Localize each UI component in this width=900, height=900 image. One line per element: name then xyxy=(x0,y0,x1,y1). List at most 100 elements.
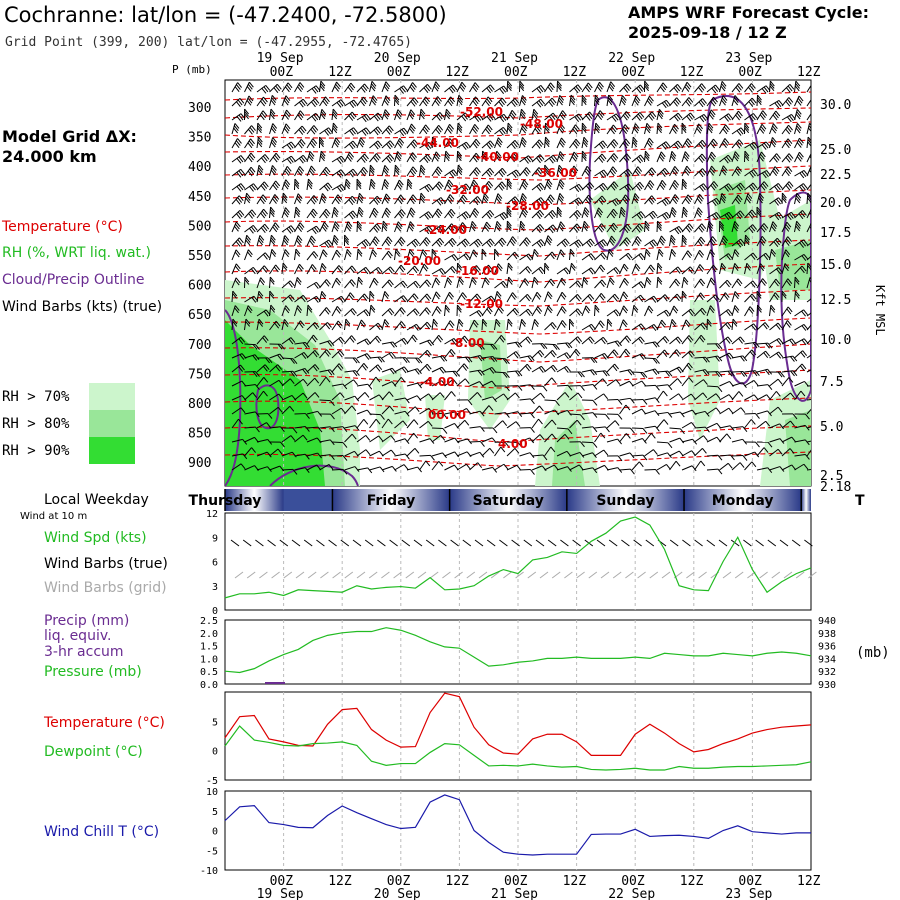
barb-flag xyxy=(620,206,626,213)
wind-barb-grid xyxy=(551,571,561,579)
wind-barb xyxy=(781,320,788,331)
wind-barb xyxy=(744,394,755,401)
barb-flag xyxy=(557,169,563,176)
barb-flag xyxy=(576,114,582,121)
barb-flag xyxy=(591,324,596,330)
barb-flag xyxy=(266,422,271,428)
barb-flag xyxy=(624,239,630,245)
barb-flag xyxy=(386,157,391,164)
wind-barb xyxy=(406,238,416,247)
wind-barb xyxy=(531,249,535,261)
wind-barb xyxy=(594,195,603,205)
barb-flag xyxy=(448,126,453,132)
wind-barb xyxy=(681,350,691,359)
barb-flag xyxy=(698,157,704,163)
wind-barb xyxy=(456,112,466,121)
barb-flag xyxy=(550,82,555,89)
wind-barb xyxy=(494,181,503,191)
barb-flag xyxy=(423,126,429,133)
barb-flag xyxy=(523,280,529,286)
barb-flag xyxy=(541,465,547,472)
barb-flag xyxy=(449,291,454,298)
barb-flag xyxy=(559,153,564,160)
barb-flag xyxy=(562,110,567,116)
barb-flag xyxy=(677,378,682,384)
y-tick: -5 xyxy=(206,846,218,857)
wind-barb xyxy=(669,166,676,177)
barb-flag xyxy=(252,344,258,350)
barb-flag xyxy=(486,143,492,150)
barb-flag xyxy=(486,87,492,94)
wind-barb xyxy=(569,348,577,359)
wind-barb xyxy=(644,433,652,443)
barb-flag xyxy=(238,338,244,345)
wind-barb xyxy=(631,454,644,457)
barb-flag xyxy=(796,192,802,199)
barb-flag xyxy=(290,225,296,231)
barb-flag xyxy=(270,99,276,106)
barb-flag xyxy=(526,167,531,173)
wind-barb xyxy=(519,278,526,289)
barb-flag xyxy=(274,322,280,329)
barb-flag xyxy=(660,171,666,177)
barb-flag xyxy=(264,252,270,259)
wind-barb xyxy=(494,306,501,317)
barb-flag xyxy=(673,143,679,150)
barb-flag xyxy=(594,127,600,134)
barb-flag xyxy=(387,281,393,287)
barb-flag xyxy=(770,304,776,311)
barb-flag xyxy=(511,154,517,161)
barb-flag xyxy=(350,197,355,204)
barb-flag xyxy=(701,223,707,230)
wind-barb xyxy=(744,293,753,303)
barb-flag xyxy=(613,139,619,145)
barb-flag xyxy=(459,226,465,232)
barb-flag xyxy=(477,355,483,362)
wind-barb xyxy=(644,210,654,219)
barb-flag xyxy=(449,210,455,217)
barb-flag xyxy=(401,86,406,93)
wind-barb xyxy=(269,320,277,331)
barb-flag xyxy=(622,142,628,149)
barb-flag xyxy=(635,263,641,270)
barb-flag xyxy=(413,139,419,146)
time-tick: 00Z xyxy=(738,874,762,889)
wind-barb xyxy=(389,539,398,547)
barb-flag xyxy=(726,184,731,191)
barb-flag xyxy=(466,464,471,470)
barb-flag xyxy=(623,227,629,233)
barb-flag xyxy=(297,193,303,199)
barb-flag xyxy=(492,356,498,362)
barb-flag xyxy=(261,98,267,105)
wind-barb xyxy=(419,183,430,191)
barb-flag xyxy=(332,239,338,246)
pressure-tick: 800 xyxy=(188,397,211,412)
barb-flag xyxy=(505,385,510,392)
barb-flag xyxy=(383,167,389,174)
barb-flag xyxy=(710,305,715,311)
wind-barb xyxy=(769,183,779,191)
barb-flag xyxy=(455,370,460,377)
barb-flag xyxy=(711,87,717,94)
barb-flag xyxy=(294,181,300,187)
barb-flag xyxy=(482,321,487,327)
barb-flag xyxy=(385,193,391,200)
barb-flag xyxy=(295,248,301,255)
barb-flag xyxy=(401,339,407,345)
wind-barb xyxy=(319,127,329,135)
barb-flag xyxy=(413,432,418,439)
barb-flag xyxy=(550,194,555,201)
barb-flag xyxy=(449,350,455,357)
barb-flag xyxy=(550,446,556,453)
barb-flag xyxy=(512,141,518,148)
wind-barb xyxy=(669,180,676,191)
barb-flag xyxy=(551,97,557,104)
barb-flag xyxy=(463,184,469,191)
barb-flag xyxy=(291,451,297,458)
barb-flag xyxy=(283,321,289,327)
barb-flag xyxy=(373,227,378,233)
barb-flag xyxy=(557,80,562,87)
barb-flag xyxy=(283,237,289,244)
barb-flag xyxy=(809,122,811,126)
wind-barb xyxy=(569,138,577,149)
